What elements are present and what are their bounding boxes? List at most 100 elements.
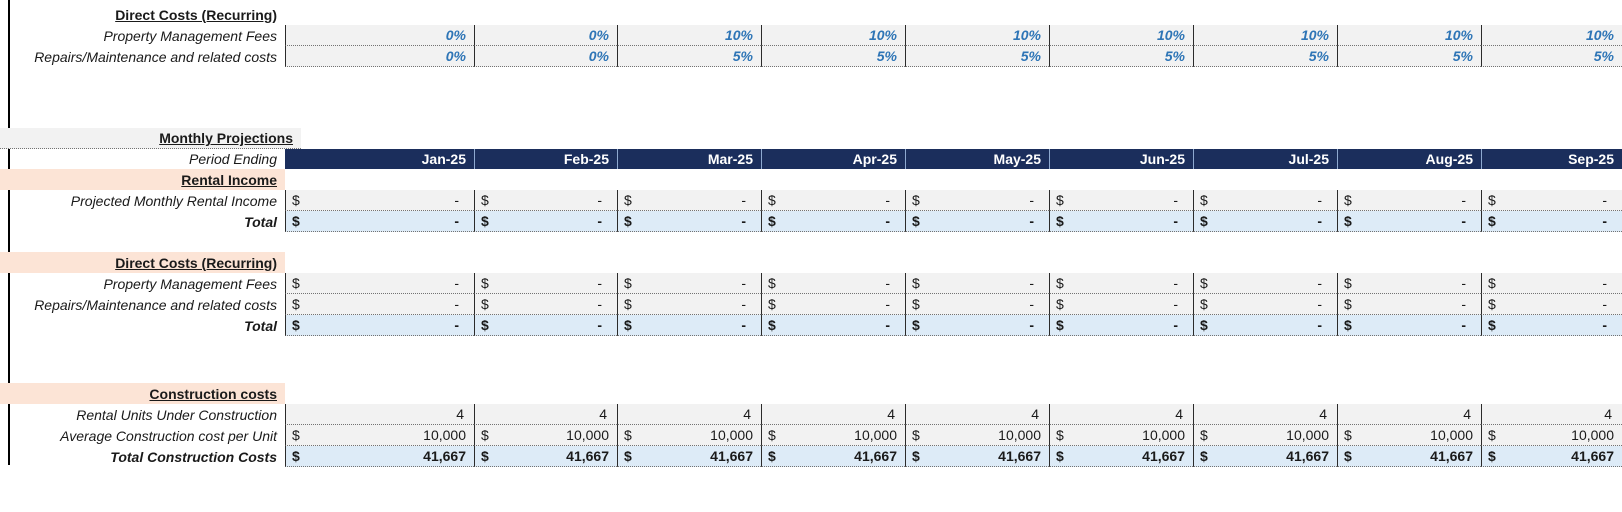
row-label-total[interactable]: Total [0,211,285,232]
number-cell[interactable]: 4 [474,404,617,425]
money-cell[interactable]: $10,000 [1337,425,1481,446]
percent-cell[interactable]: 10% [1481,25,1622,46]
percent-cell[interactable]: 5% [617,46,761,67]
row-label-period-ending[interactable]: Period Ending [0,149,285,169]
month-header-cell[interactable]: Jan-25 [285,149,474,169]
row-label-average-construction-cost-per-unit[interactable]: Average Construction cost per Unit [0,425,285,446]
money-cell[interactable]: $ - [1337,211,1481,232]
money-cell[interactable]: $ - [761,190,905,211]
money-cell[interactable]: $ - [474,190,617,211]
money-cell[interactable]: $ - [1337,273,1481,294]
money-cell[interactable]: $ - [474,211,617,232]
money-cell[interactable]: $ - [285,315,474,336]
percent-cell[interactable]: 5% [1049,46,1193,67]
month-header-cell[interactable]: Feb-25 [474,149,617,169]
money-cell[interactable]: $ - [285,190,474,211]
money-cell[interactable]: $41,667 [1193,446,1337,467]
money-cell[interactable]: $ - [617,190,761,211]
money-cell[interactable]: $10,000 [1049,425,1193,446]
percent-cell[interactable]: 0% [474,46,617,67]
money-cell[interactable]: $ - [1337,294,1481,315]
money-cell[interactable]: $41,667 [285,446,474,467]
percent-cell[interactable]: 10% [1193,25,1337,46]
money-cell[interactable]: $41,667 [474,446,617,467]
row-label-property-management-fees[interactable]: Property Management Fees [0,273,285,294]
money-cell[interactable]: $41,667 [1481,446,1622,467]
money-cell[interactable]: $ - [905,273,1049,294]
month-header-cell[interactable]: Aug-25 [1337,149,1481,169]
money-cell[interactable]: $ - [1193,211,1337,232]
row-label-repairs-maintenance-and-related-costs[interactable]: Repairs/Maintenance and related costs [0,46,285,67]
money-cell[interactable]: $ - [1049,273,1193,294]
money-cell[interactable]: $10,000 [285,425,474,446]
money-cell[interactable]: $ - [617,211,761,232]
money-cell[interactable]: $ - [761,211,905,232]
section-title-rental-income[interactable]: Rental Income [0,169,285,190]
money-cell[interactable]: $41,667 [617,446,761,467]
percent-cell[interactable]: 5% [905,46,1049,67]
money-cell[interactable]: $ - [285,294,474,315]
money-cell[interactable]: $ - [1337,315,1481,336]
money-cell[interactable]: $ - [905,211,1049,232]
percent-cell[interactable]: 10% [1049,25,1193,46]
percent-cell[interactable]: 0% [474,25,617,46]
money-cell[interactable]: $ - [1481,315,1622,336]
money-cell[interactable]: $ - [1337,190,1481,211]
number-cell[interactable]: 4 [617,404,761,425]
money-cell[interactable]: $ - [1481,273,1622,294]
money-cell[interactable]: $ - [1481,190,1622,211]
money-cell[interactable]: $10,000 [474,425,617,446]
money-cell[interactable]: $ - [617,315,761,336]
percent-cell[interactable]: 5% [1193,46,1337,67]
section-title-monthly-projections[interactable]: Monthly Projections [0,128,301,149]
money-cell[interactable]: $ - [761,315,905,336]
row-label-projected-monthly-rental-income[interactable]: Projected Monthly Rental Income [0,190,285,211]
money-cell[interactable]: $10,000 [1481,425,1622,446]
money-cell[interactable]: $41,667 [1049,446,1193,467]
percent-cell[interactable]: 5% [761,46,905,67]
number-cell[interactable]: 4 [761,404,905,425]
money-cell[interactable]: $ - [1193,190,1337,211]
percent-cell[interactable]: 10% [617,25,761,46]
money-cell[interactable]: $ - [1193,273,1337,294]
money-cell[interactable]: $ - [474,315,617,336]
money-cell[interactable]: $ - [1049,315,1193,336]
money-cell[interactable]: $ - [761,294,905,315]
month-header-cell[interactable]: Mar-25 [617,149,761,169]
month-header-cell[interactable]: Jul-25 [1193,149,1337,169]
month-header-cell[interactable]: May-25 [905,149,1049,169]
section-title-direct-costs-recurring-top[interactable]: Direct Costs (Recurring) [0,4,285,25]
money-cell[interactable]: $ - [905,315,1049,336]
money-cell[interactable]: $ - [905,190,1049,211]
percent-cell[interactable]: 0% [285,25,474,46]
money-cell[interactable]: $10,000 [1193,425,1337,446]
percent-cell[interactable]: 5% [1337,46,1481,67]
money-cell[interactable]: $ - [1049,190,1193,211]
money-cell[interactable]: $41,667 [905,446,1049,467]
money-cell[interactable]: $ - [474,294,617,315]
percent-cell[interactable]: 10% [905,25,1049,46]
row-label-repairs-maintenance-and-related-costs[interactable]: Repairs/Maintenance and related costs [0,294,285,315]
percent-cell[interactable]: 10% [761,25,905,46]
money-cell[interactable]: $10,000 [761,425,905,446]
row-label-rental-units-under-construction[interactable]: Rental Units Under Construction [0,404,285,425]
row-label-property-management-fees[interactable]: Property Management Fees [0,25,285,46]
number-cell[interactable]: 4 [905,404,1049,425]
money-cell[interactable]: $ - [1481,211,1622,232]
money-cell[interactable]: $ - [1481,294,1622,315]
money-cell[interactable]: $ - [1193,315,1337,336]
money-cell[interactable]: $ - [1049,294,1193,315]
money-cell[interactable]: $ - [905,294,1049,315]
month-header-cell[interactable]: Sep-25 [1481,149,1622,169]
money-cell[interactable]: $ - [1049,211,1193,232]
month-header-cell[interactable]: Jun-25 [1049,149,1193,169]
money-cell[interactable]: $ - [474,273,617,294]
section-title-direct-costs-recurring[interactable]: Direct Costs (Recurring) [0,252,285,273]
money-cell[interactable]: $ - [285,211,474,232]
row-label-total[interactable]: Total [0,315,285,336]
number-cell[interactable]: 4 [1337,404,1481,425]
section-title-construction-costs[interactable]: Construction costs [0,383,285,404]
money-cell[interactable]: $ - [285,273,474,294]
money-cell[interactable]: $10,000 [905,425,1049,446]
money-cell[interactable]: $ - [617,294,761,315]
